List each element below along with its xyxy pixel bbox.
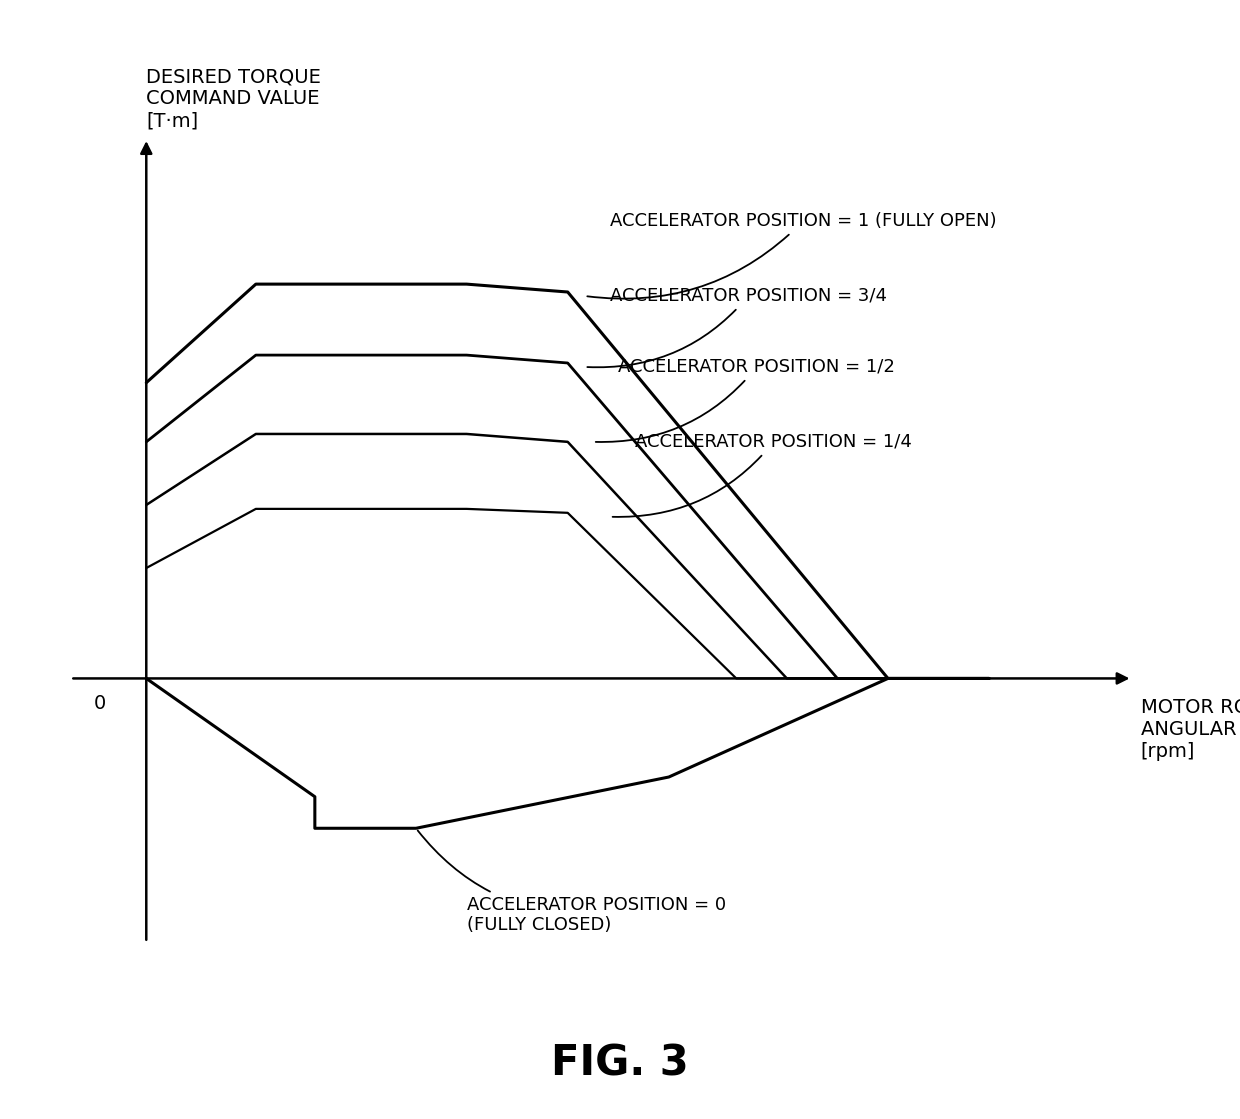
Text: ACCELERATOR POSITION = 1/4: ACCELERATOR POSITION = 1/4	[613, 433, 911, 517]
Text: MOTOR ROTATIONAL
ANGULAR VELOCITY
[rpm]: MOTOR ROTATIONAL ANGULAR VELOCITY [rpm]	[1141, 698, 1240, 761]
Text: DESIRED TORQUE
COMMAND VALUE
[T·m]: DESIRED TORQUE COMMAND VALUE [T·m]	[146, 67, 321, 130]
Text: ACCELERATOR POSITION = 3/4: ACCELERATOR POSITION = 3/4	[588, 286, 887, 367]
Text: ACCELERATOR POSITION = 1/2: ACCELERATOR POSITION = 1/2	[595, 358, 895, 442]
Text: ACCELERATOR POSITION = 0
(FULLY CLOSED): ACCELERATOR POSITION = 0 (FULLY CLOSED)	[418, 830, 725, 934]
Text: ACCELERATOR POSITION = 1 (FULLY OPEN): ACCELERATOR POSITION = 1 (FULLY OPEN)	[588, 211, 997, 299]
Text: FIG. 3: FIG. 3	[551, 1042, 689, 1084]
Text: 0: 0	[94, 694, 107, 713]
